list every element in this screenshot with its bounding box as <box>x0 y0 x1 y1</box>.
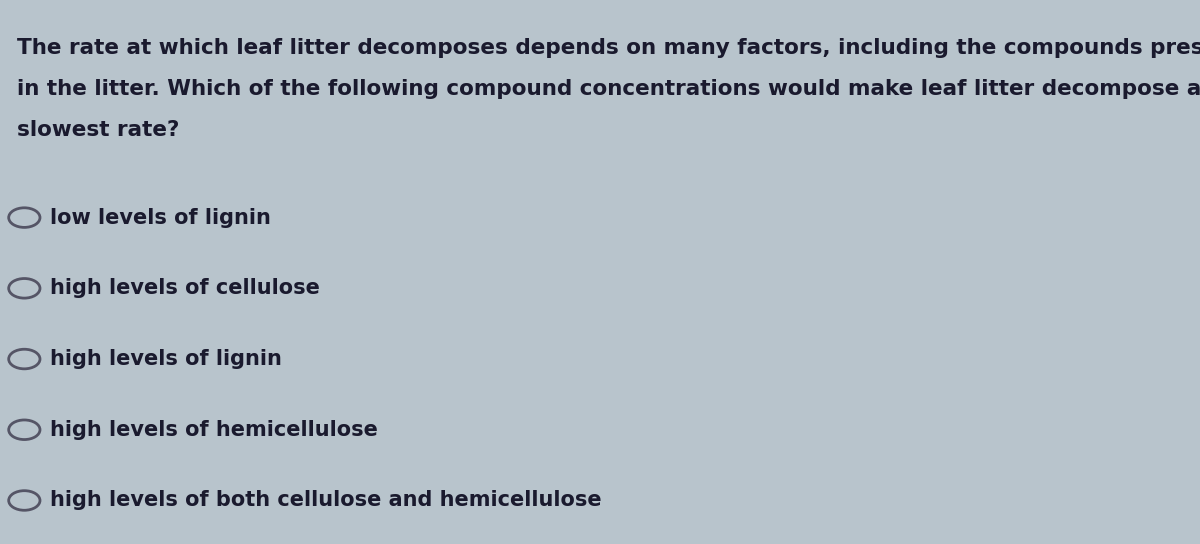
Text: high levels of lignin: high levels of lignin <box>50 349 282 369</box>
Text: high levels of hemicellulose: high levels of hemicellulose <box>50 420 378 440</box>
Text: high levels of cellulose: high levels of cellulose <box>50 279 320 298</box>
Text: low levels of lignin: low levels of lignin <box>50 208 271 227</box>
Text: slowest rate?: slowest rate? <box>17 120 180 140</box>
Text: The rate at which leaf litter decomposes depends on many factors, including the : The rate at which leaf litter decomposes… <box>17 38 1200 58</box>
Text: high levels of both cellulose and hemicellulose: high levels of both cellulose and hemice… <box>50 491 602 510</box>
Text: in the litter. Which of the following compound concentrations would make leaf li: in the litter. Which of the following co… <box>17 79 1200 99</box>
